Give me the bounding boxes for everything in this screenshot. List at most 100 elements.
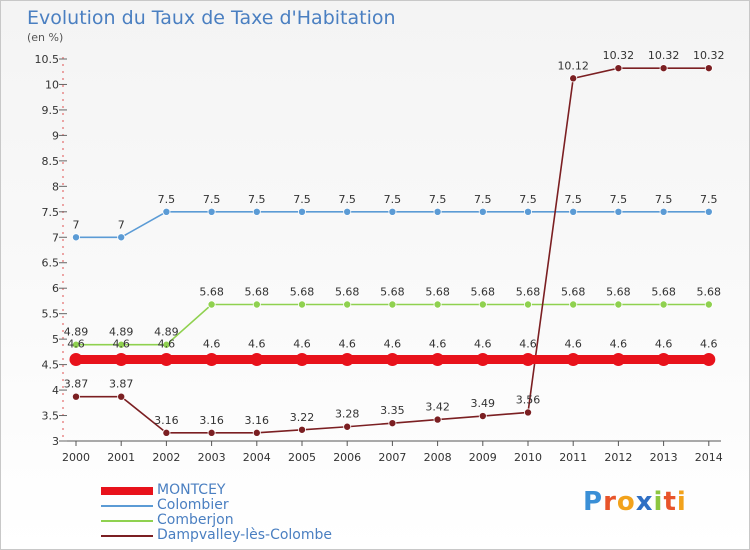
logo-letter: i [676,487,687,517]
data-label: 4.6 [519,338,537,351]
data-label: 5.68 [380,285,405,298]
logo-letter: t [663,487,677,517]
data-label: 4.6 [338,338,356,351]
data-label: 5.68 [290,285,315,298]
data-label: 10.12 [557,59,589,72]
data-point [72,340,81,349]
data-label: 4.6 [248,338,266,351]
data-point [611,353,625,367]
legend-swatch [101,535,153,537]
logo-letter: P [583,487,604,517]
data-point [478,300,487,309]
x-tick-label: 2006 [333,451,361,464]
data-label: 7.5 [474,193,492,206]
logo-letter: r [603,487,617,517]
chart-title: Evolution du Taux de Taxe d'Habitation [27,7,396,29]
x-tick-label: 2007 [378,451,406,464]
data-point [614,207,623,216]
series-line [76,67,709,434]
data-point [614,300,623,309]
data-point [252,207,261,216]
y-tick-label: 3 [52,435,59,448]
data-label: 5.68 [199,285,224,298]
y-tick-label: 6 [52,282,59,295]
data-point [297,300,306,309]
data-point [388,300,397,309]
data-label: 10.32 [648,49,680,62]
data-point [569,300,578,309]
y-tick-label: 8.5 [42,155,60,168]
logo-letter: x [635,487,654,517]
data-label: 4.6 [384,338,402,351]
unit-label: (en %) [27,31,64,44]
legend-swatch [101,505,153,507]
data-label: 7.5 [203,193,221,206]
data-label: 4.6 [158,338,176,351]
data-point [524,300,533,309]
x-tick-label: 2004 [243,451,271,464]
data-point [252,428,261,437]
legend-label: Comberjon [157,512,234,528]
data-point [297,207,306,216]
data-point [433,415,442,424]
proxiti-logo: Proxiti [583,487,687,517]
data-point [117,233,126,242]
series-layer: 7 7 7.5 7.5 7.5 7.5 7.5 7.5 7.5 7.5 7.5 7.5 7.5 7.5 7.… [64,49,725,437]
data-point [478,207,487,216]
series-comberjon: 4.89 4.89 4.89 5.68 5.68 5.68 5.68 5.68 5.68 5.68… [64,285,721,349]
data-label: 4.6 [67,338,85,351]
data-point [162,340,171,349]
y-tick-label: 4 [52,384,59,397]
data-label: 7.5 [338,193,356,206]
data-point [704,300,713,309]
data-label: 3.87 [109,378,134,391]
x-tick-label: 2005 [288,451,316,464]
data-label: 7.5 [384,193,402,206]
data-point [69,353,83,367]
data-point [569,74,578,83]
data-point [657,353,671,367]
x-tick-label: 2000 [62,451,90,464]
y-tick-label: 8 [52,180,59,193]
data-label: 3.28 [335,408,360,421]
data-label: 7.5 [519,193,537,206]
data-point [524,408,533,417]
data-point [117,392,126,401]
data-point [343,422,352,431]
y-tick-label: 9 [52,129,59,142]
data-point [659,64,668,73]
y-tick-label: 5.5 [42,308,60,321]
data-label: 7 [118,218,125,231]
data-point [388,207,397,216]
data-point [659,207,668,216]
x-tick-label: 2014 [695,451,723,464]
line-chart: 3 3.5 4 4.5 5 5.5 6 6.5 7 7.5 8 8.5 9 9.5 10 10.5 2000 20… [35,49,725,464]
legend-swatch [101,487,153,495]
data-label: 3.56 [516,393,541,406]
data-label: 3.22 [290,411,315,424]
data-point [431,353,445,367]
data-label: 3.16 [245,414,270,427]
data-point [252,300,261,309]
logo-letter: i [653,487,664,517]
legend-label: Dampvalley-lès-Colombe [157,527,333,543]
data-label: 4.6 [112,338,130,351]
data-point [476,353,490,367]
data-point [205,353,219,367]
data-point [524,207,533,216]
x-tick-label: 2013 [650,451,678,464]
data-point [566,353,580,367]
data-label: 4.6 [429,338,447,351]
data-label: 5.68 [245,285,270,298]
data-label: 7.5 [429,193,447,206]
data-point [207,207,216,216]
data-point [569,207,578,216]
x-tick-label: 2012 [604,451,632,464]
data-label: 3.35 [380,404,405,417]
data-label: 7.5 [248,193,266,206]
y-tick-label: 10 [45,78,59,91]
x-tick-label: 2008 [424,451,452,464]
data-label: 4.6 [564,338,582,351]
data-point [72,233,81,242]
